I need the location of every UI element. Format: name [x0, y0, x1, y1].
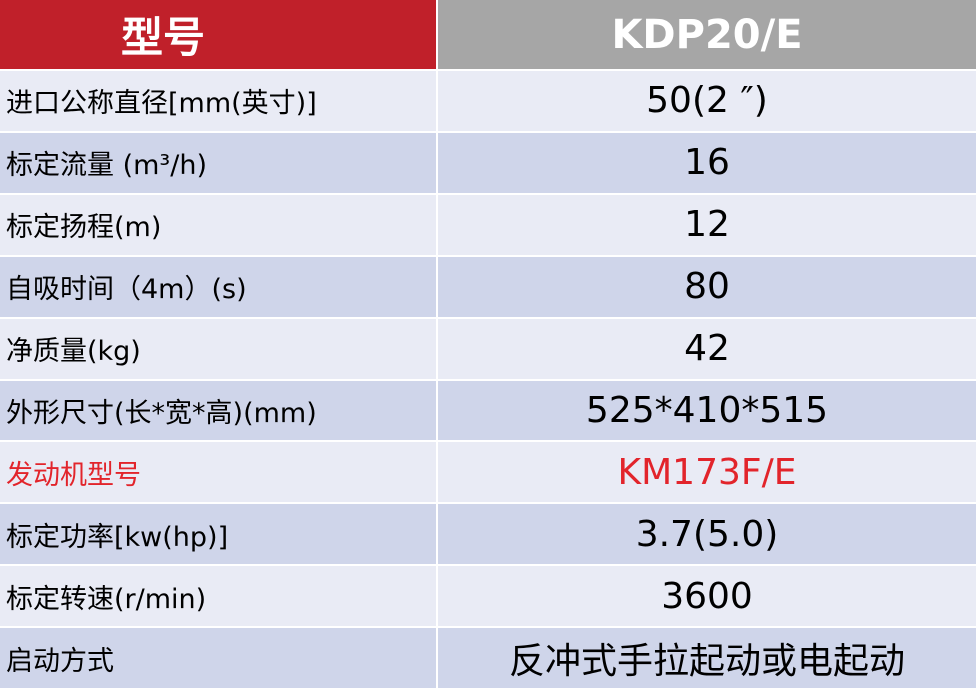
row-value: 50(2 ″) — [438, 71, 976, 131]
header-label: 型号 — [0, 0, 438, 69]
row-value: 42 — [438, 318, 976, 379]
table-row: 标定转速(r/min) 3600 — [0, 566, 976, 629]
row-value: 16 — [438, 132, 976, 193]
row-label: 标定转速(r/min) — [0, 566, 438, 627]
row-label: 标定功率[kw(hp)] — [0, 504, 438, 565]
row-label: 启动方式 — [0, 628, 438, 688]
table-row: 自吸时间（4m）(s) 80 — [0, 256, 976, 319]
row-value: 12 — [438, 194, 976, 255]
table-row: 净质量(kg) 42 — [0, 318, 976, 381]
row-value: KM173F/E — [438, 442, 976, 503]
row-label: 发动机型号 — [0, 442, 438, 503]
row-label: 外形尺寸(长*宽*高)(mm) — [0, 380, 438, 441]
table-row: 标定扬程(m) 12 — [0, 194, 976, 257]
row-label: 进口公称直径[mm(英寸)] — [0, 71, 438, 131]
row-value: 3600 — [438, 566, 976, 627]
table-row: 启动方式 反冲式手拉起动或电起动 — [0, 628, 976, 688]
table-row: 外形尺寸(长*宽*高)(mm) 525*410*515 — [0, 380, 976, 443]
row-label: 标定流量 (m³/h) — [0, 132, 438, 193]
row-value: 525*410*515 — [438, 380, 976, 441]
row-value: 80 — [438, 256, 976, 317]
row-value: 反冲式手拉起动或电起动 — [438, 628, 976, 688]
header-value: KDP20/E — [438, 0, 976, 69]
row-label: 标定扬程(m) — [0, 194, 438, 255]
table-row: 标定流量 (m³/h) 16 — [0, 132, 976, 195]
table-row: 发动机型号 KM173F/E — [0, 442, 976, 505]
row-value: 3.7(5.0) — [438, 504, 976, 565]
header-row: 型号 KDP20/E — [0, 0, 976, 71]
table-row: 进口公称直径[mm(英寸)] 50(2 ″) — [0, 71, 976, 133]
table-row: 标定功率[kw(hp)] 3.7(5.0) — [0, 504, 976, 567]
row-label: 自吸时间（4m）(s) — [0, 256, 438, 317]
row-label: 净质量(kg) — [0, 318, 438, 379]
